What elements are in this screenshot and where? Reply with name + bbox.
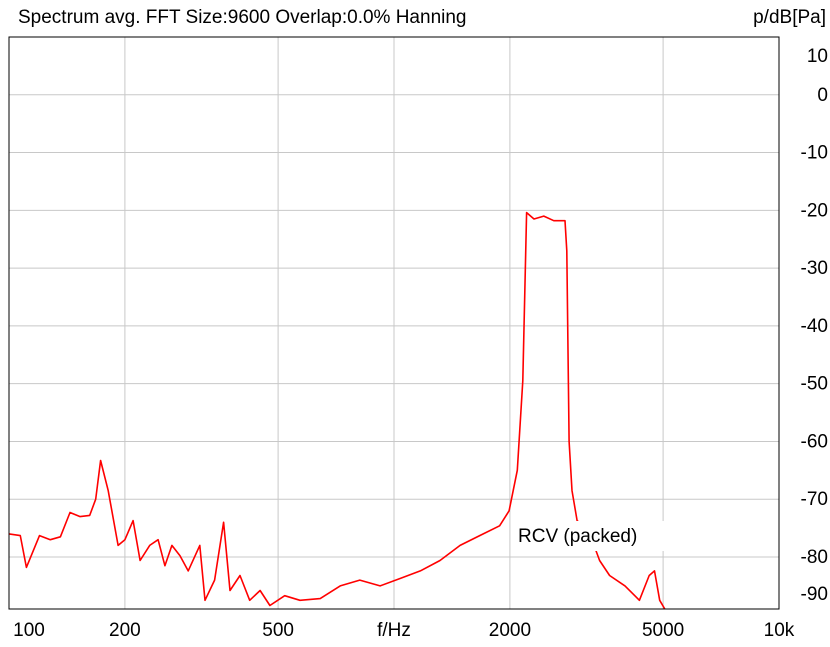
y-tick-label: -20 — [801, 200, 828, 221]
x-tick-label: f/Hz — [377, 620, 411, 641]
plot-frame — [8, 36, 780, 610]
y-tick-label: 10 — [807, 46, 828, 67]
y-tick-label: -90 — [801, 584, 828, 605]
x-tick-label: 100 — [13, 620, 45, 641]
x-tick-label: 5000 — [642, 620, 684, 641]
x-tick-label: 2000 — [489, 620, 531, 641]
annotation-box — [514, 521, 696, 551]
plot-area — [9, 211, 666, 609]
y-tick-label: -50 — [801, 374, 828, 395]
grid — [9, 37, 779, 609]
annotation: RCV (packed) — [518, 526, 637, 547]
x-tick-label: 200 — [109, 620, 141, 641]
y-tick-label: -40 — [801, 316, 828, 337]
labels: 100 200 500 f/Hz 2000 5000 10k100-10-20-30-40-… — [13, 46, 828, 641]
y-tick-label: -30 — [801, 258, 828, 279]
y-tick-label: -80 — [801, 547, 828, 568]
chart-title: Spectrum avg. FFT Size:9600 Overlap:0.0%… — [18, 7, 467, 28]
y-tick-label: -10 — [801, 143, 828, 164]
y-axis-label: p/dB[Pa] — [753, 7, 826, 28]
y-tick-label: -70 — [801, 489, 828, 510]
x-tick-label: 10k — [764, 620, 795, 641]
y-tick-label: 0 — [817, 85, 828, 106]
spectrum-line — [9, 211, 666, 609]
x-tick-label: 500 — [262, 620, 294, 641]
y-tick-label: -60 — [801, 431, 828, 452]
